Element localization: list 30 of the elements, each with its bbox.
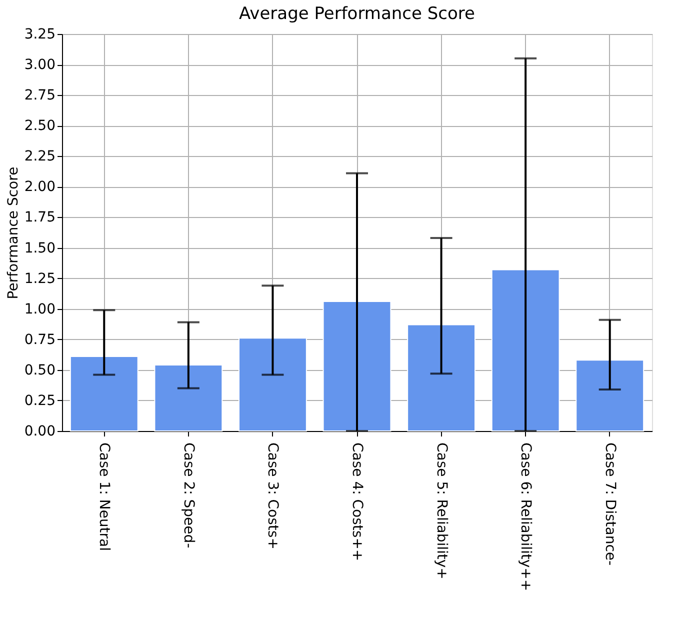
y-tick-label: 0.50	[24, 362, 56, 378]
bar	[154, 364, 223, 432]
bar	[238, 338, 307, 432]
x-tick-label: Case 3: Costs+	[264, 442, 281, 550]
y-tick-label: 0.25	[24, 392, 56, 409]
bar	[322, 301, 392, 432]
x-tick-label: Case 4: Costs++	[349, 442, 365, 562]
bar	[491, 269, 560, 432]
y-tick-label: 1.75	[24, 210, 56, 226]
bar	[576, 360, 644, 432]
x-tick-label: Case 7: Distance-	[602, 442, 618, 566]
bar	[407, 324, 476, 432]
y-tick-label: 0.00	[24, 424, 56, 440]
y-tick-label: 0.75	[24, 332, 56, 348]
y-tick-label: 2.00	[24, 179, 56, 196]
y-tick-label: 1.25	[24, 270, 56, 287]
y-axis-title: Performance Score	[5, 166, 22, 300]
x-tick-label: Case 2: Speed-	[180, 442, 196, 548]
y-tick-label: 1.00	[24, 301, 56, 318]
x-tick-label: Case 5: Reliability+	[433, 442, 450, 580]
x-tick-label: Case 1: Neutral	[96, 442, 112, 551]
y-tick-label: 3.00	[24, 57, 56, 74]
bar	[70, 356, 138, 432]
y-tick-label: 3.25	[24, 26, 56, 42]
y-tick-label: 2.50	[24, 118, 56, 134]
y-tick-label: 2.75	[24, 88, 56, 104]
x-tick-label: Case 6: Reliability++	[518, 442, 534, 592]
y-tick-label: 1.50	[24, 240, 56, 256]
y-tick-label: 2.25	[24, 148, 56, 165]
chart-title: Average Performance Score	[239, 4, 475, 24]
